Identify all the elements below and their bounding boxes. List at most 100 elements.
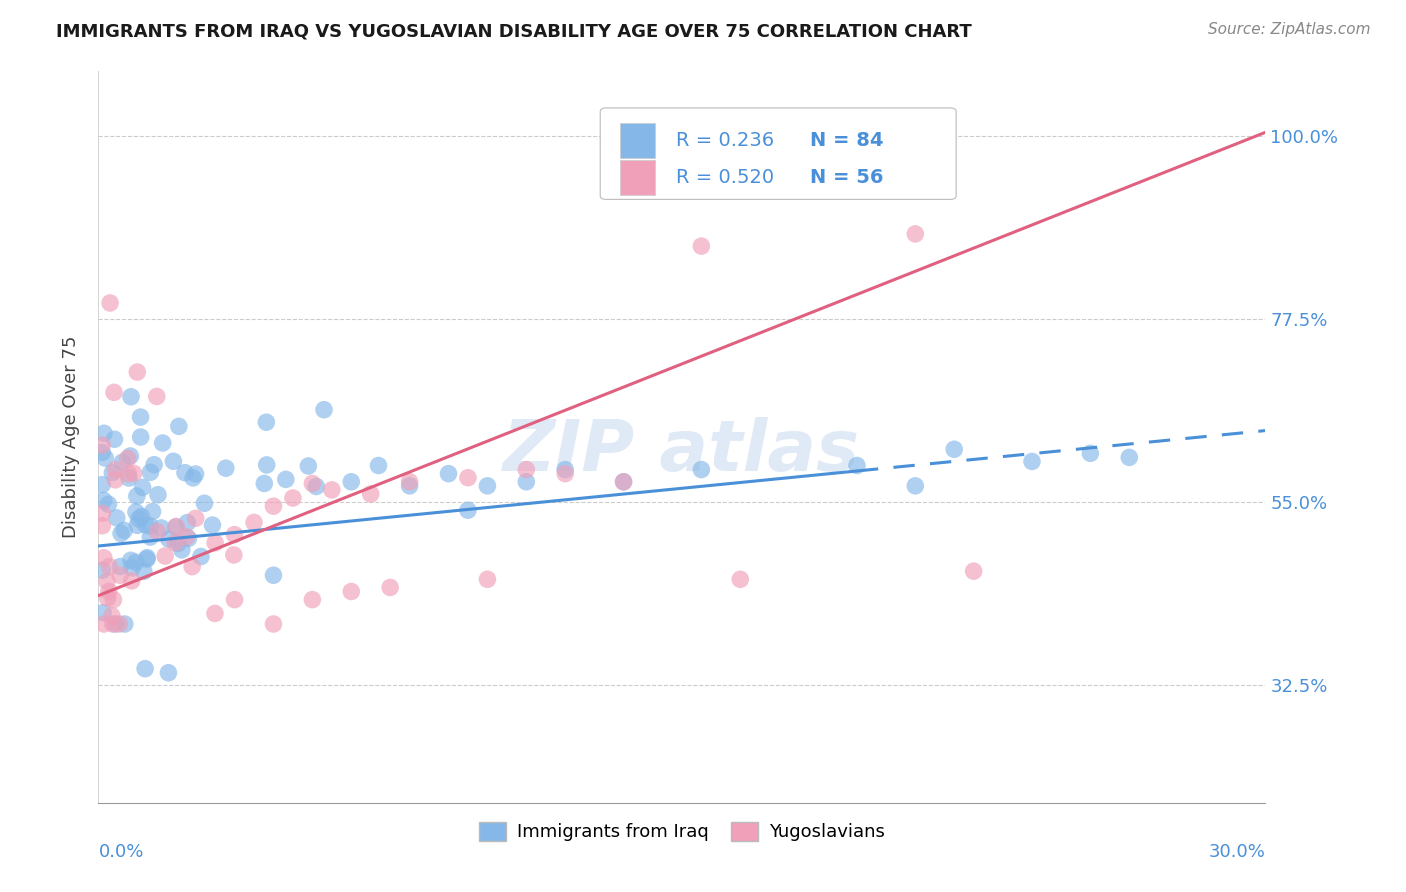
Point (165, 535, 187, 549)
Text: Source: ZipAtlas.com: Source: ZipAtlas.com (1208, 22, 1371, 37)
Point (846, 458, 869, 473)
Point (321, 483, 343, 497)
Point (613, 475, 636, 489)
Text: 0.0%: 0.0% (98, 843, 143, 861)
Point (139, 519, 162, 533)
Point (136, 550, 159, 565)
Point (120, 553, 142, 567)
Point (110, 559, 132, 574)
Point (111, 455, 134, 469)
Point (94, 451, 117, 466)
Point (274, 472, 297, 486)
Point (690, 462, 713, 476)
Point (117, 467, 139, 481)
Point (193, 496, 215, 510)
Point (254, 415, 277, 429)
Point (91, 445, 114, 459)
Point (477, 479, 499, 493)
Text: R = 0.520: R = 0.520 (676, 168, 775, 187)
Text: R = 0.236: R = 0.236 (676, 131, 775, 151)
Text: N = 56: N = 56 (810, 168, 884, 187)
Point (305, 479, 328, 493)
Point (962, 564, 984, 578)
Point (120, 449, 142, 463)
Point (167, 536, 190, 550)
Point (165, 519, 187, 533)
Point (554, 462, 576, 476)
Point (1080, 446, 1102, 460)
Point (146, 524, 169, 539)
Point (190, 549, 212, 564)
Point (174, 466, 197, 480)
Point (129, 410, 152, 425)
Point (181, 471, 204, 485)
Point (105, 511, 128, 525)
Point (101, 617, 124, 632)
Point (131, 480, 153, 494)
Point (477, 572, 499, 586)
Point (97, 591, 120, 606)
Point (134, 662, 156, 676)
Point (139, 530, 162, 544)
FancyBboxPatch shape (620, 160, 655, 195)
Point (730, 572, 752, 586)
Point (122, 467, 145, 481)
Point (136, 552, 159, 566)
Point (253, 476, 276, 491)
Point (690, 239, 713, 253)
Point (262, 568, 284, 582)
Point (91, 506, 114, 520)
Point (904, 479, 927, 493)
Point (224, 527, 246, 541)
Point (243, 516, 266, 530)
Point (112, 524, 135, 538)
Point (103, 432, 125, 446)
Point (262, 617, 284, 632)
Point (297, 458, 319, 473)
Point (176, 530, 198, 544)
Y-axis label: Disability Age Over 75: Disability Age Over 75 (62, 335, 80, 539)
Point (613, 475, 636, 489)
Point (457, 471, 479, 485)
Point (101, 608, 124, 623)
Point (146, 389, 169, 403)
Point (176, 516, 198, 530)
Point (177, 532, 200, 546)
Point (128, 512, 150, 526)
Point (256, 458, 278, 472)
Point (93, 426, 115, 441)
Point (340, 475, 363, 489)
Point (515, 475, 537, 489)
Point (97, 497, 120, 511)
Point (91, 438, 114, 452)
Point (135, 517, 157, 532)
Point (143, 458, 166, 472)
Point (139, 465, 162, 479)
Point (97, 584, 120, 599)
Point (91, 563, 114, 577)
Point (104, 617, 127, 632)
Point (91, 518, 114, 533)
Text: 30.0%: 30.0% (1209, 843, 1265, 861)
Point (367, 458, 389, 473)
Point (152, 436, 174, 450)
Point (1118, 450, 1140, 465)
Point (132, 565, 155, 579)
Point (104, 463, 127, 477)
Point (554, 467, 576, 481)
Point (157, 532, 180, 546)
Point (98, 559, 121, 574)
Point (222, 548, 245, 562)
Point (204, 607, 226, 621)
Point (108, 617, 131, 632)
Point (129, 430, 152, 444)
Point (121, 574, 143, 588)
Point (1021, 454, 1043, 468)
Point (98, 296, 121, 310)
Point (312, 402, 335, 417)
Point (127, 518, 149, 533)
Point (380, 581, 402, 595)
Point (104, 473, 127, 487)
Point (398, 479, 420, 493)
Point (457, 503, 479, 517)
